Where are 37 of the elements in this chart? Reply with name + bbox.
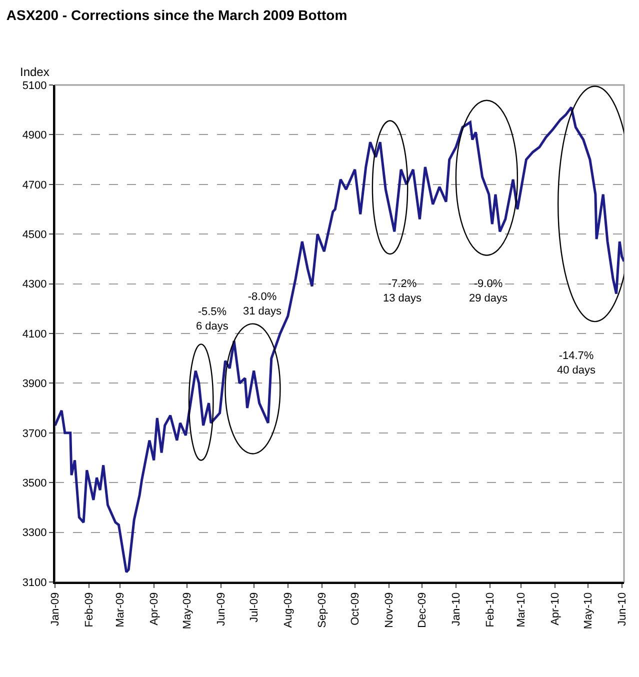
x-tick-label: Feb-09 bbox=[84, 592, 96, 628]
y-tick-label: 5100 bbox=[22, 80, 47, 92]
annotation: -9.0% 29 days bbox=[469, 278, 508, 304]
x-tick-label: Sep-09 bbox=[316, 592, 328, 628]
x-tick-label: Jul-09 bbox=[248, 592, 260, 622]
x-tick-label: Mar-09 bbox=[114, 592, 126, 628]
x-tick-label: Jun-10 bbox=[616, 592, 628, 626]
chart-title: ASX200 - Corrections since the March 2009 Bottom bbox=[6, 6, 348, 23]
x-tick-label: Jun-09 bbox=[215, 592, 228, 626]
y-tick-label: 3700 bbox=[22, 428, 47, 440]
x-tick-label: Feb-10 bbox=[484, 592, 497, 628]
y-tick-label: 3500 bbox=[22, 477, 47, 490]
y-tick-label: 4700 bbox=[22, 179, 47, 192]
y-tick-label: 3100 bbox=[22, 576, 47, 589]
x-tick-label: Oct-09 bbox=[349, 592, 362, 626]
line-series bbox=[55, 106, 624, 574]
annotation: -7.2% 13 days bbox=[383, 278, 422, 304]
annotation: -5.5% 6 days bbox=[196, 306, 229, 332]
x-tick-label: Dec-09 bbox=[416, 592, 428, 628]
y-tick-label: 4900 bbox=[22, 130, 47, 142]
x-tick-label: Jan-10 bbox=[450, 592, 463, 626]
x-tick-label: Apr-10 bbox=[549, 592, 562, 626]
y-tick-label: 3900 bbox=[22, 378, 47, 390]
y-tick-label: 4300 bbox=[22, 278, 47, 291]
x-tick-label: Nov-09 bbox=[384, 592, 396, 628]
x-tick-label: May-10 bbox=[582, 592, 594, 630]
x-tick-label: Mar-10 bbox=[515, 592, 528, 628]
x-tick-label: Aug-09 bbox=[282, 592, 294, 628]
x-tick-label: May-09 bbox=[181, 592, 194, 630]
y-tick-label: 3300 bbox=[22, 527, 47, 540]
x-tick-label: Jan-09 bbox=[50, 592, 62, 626]
x-tick-label: Apr-09 bbox=[148, 592, 160, 626]
y-tick-label: 4500 bbox=[22, 228, 47, 241]
annotation: -8.0% 31 days bbox=[243, 291, 282, 318]
y-axis-title: Index bbox=[20, 65, 50, 79]
annotation: -14.7% 40 days bbox=[557, 350, 596, 376]
y-tick-label: 4100 bbox=[22, 328, 47, 340]
